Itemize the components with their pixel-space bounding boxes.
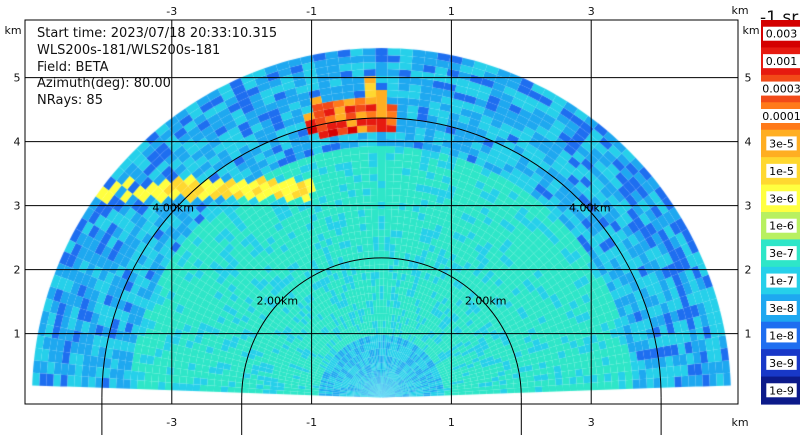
range-ring-label-left-0: 2.00km [257, 295, 299, 308]
colorbar-label-bg-13 [766, 383, 797, 398]
colorbar-label-bg-11 [766, 328, 797, 343]
azimuth-label: Azimuth(deg): 80.00 [37, 76, 171, 91]
colorbar-label-5: 1e-5 [769, 165, 794, 178]
instrument-label: WLS200s-181/WLS200s-181 [37, 43, 221, 58]
colorbar-label-bg-8 [766, 246, 797, 261]
y-tick-right-0: 1 [745, 328, 752, 341]
range-ring-1 [101, 117, 662, 398]
nrays-label: NRays: 85 [37, 93, 103, 108]
colorbar-label-bg-9 [766, 273, 797, 288]
x-tick-top-2: 1 [448, 5, 455, 18]
y-tick-left-3: 4 [14, 136, 21, 149]
colorbar-label-9: 1e-7 [769, 275, 794, 288]
colorbar-label-7: 1e-6 [769, 220, 794, 233]
field-label: Field: BETA [37, 60, 109, 75]
colorbar-label-6: 3e-6 [769, 192, 794, 205]
colorbar-label-bg-1 [763, 54, 800, 69]
y-tick-left-2: 3 [14, 200, 21, 213]
range-ring-label-left-1: 4.00km [152, 202, 194, 215]
colorbar-label-bg-6 [766, 191, 797, 206]
range-ring-0 [241, 257, 522, 398]
y-tick-left-4: 5 [14, 72, 21, 85]
x-axis-label-top: km [731, 4, 748, 17]
colorbar-label-11: 1e-8 [769, 329, 794, 342]
x-tick-bottom-0: -3 [166, 416, 177, 429]
colorbar-label-bg-0 [763, 26, 800, 41]
colorbar-label-bg-12 [766, 355, 797, 370]
colorbar-label-1: 0.001 [766, 55, 798, 68]
colorbar-label-3: 0.0001 [762, 110, 800, 123]
colorbar-label-12: 3e-9 [769, 357, 794, 370]
range-ring-label-right-0: 2.00km [465, 295, 507, 308]
y-tick-left-0: 1 [14, 328, 21, 341]
colorbar-label-bg-4 [766, 136, 797, 151]
colorbar-label-bg-5 [766, 163, 797, 178]
x-tick-bottom-3: 3 [588, 416, 595, 429]
y-tick-right-3: 4 [745, 136, 752, 149]
x-tick-bottom-2: 1 [448, 416, 455, 429]
x-axis-label-bottom: km [731, 416, 748, 429]
colorbar-label-13: 1e-9 [769, 384, 794, 397]
y-tick-left-1: 2 [14, 264, 21, 277]
y-axis-label-left: km [4, 24, 21, 37]
x-tick-bottom-1: -1 [306, 416, 317, 429]
colorbar-label-bg-10 [766, 301, 797, 315]
start-time-label: Start time: 2023/07/18 20:33:10.315 [37, 26, 278, 41]
y-tick-right-2: 3 [745, 200, 752, 213]
colorbar-label-4: 3e-5 [769, 137, 794, 150]
colorbar-label-bg-2 [759, 81, 800, 96]
range-ring-label-right-1: 4.00km [569, 202, 611, 215]
colorbar-label-2: 0.0003 [762, 83, 800, 96]
colorbar-label-10: 3e-8 [769, 302, 794, 315]
x-tick-top-0: -3 [166, 5, 177, 18]
colorbar-label-0: 0.003 [766, 28, 798, 41]
colorbar-label-bg-7 [766, 218, 797, 233]
colorbar-label-8: 3e-7 [769, 247, 794, 260]
x-tick-top-1: -1 [306, 5, 317, 18]
colorbar-label-bg-3 [759, 109, 800, 123]
plot-frame [24, 19, 739, 405]
x-tick-top-3: 3 [588, 5, 595, 18]
y-tick-right-4: 5 [745, 72, 752, 85]
y-tick-right-1: 2 [745, 264, 752, 277]
y-axis-label-right: km [742, 24, 759, 37]
